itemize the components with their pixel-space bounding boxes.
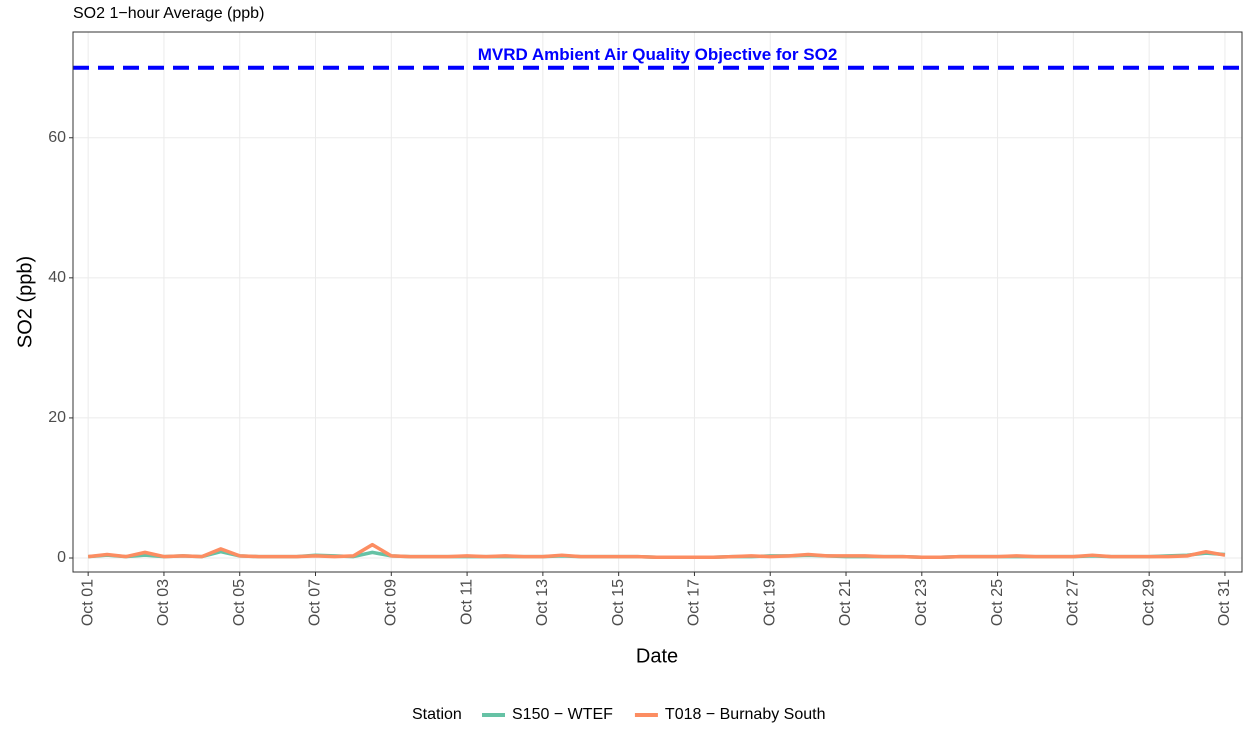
x-tick-label: Oct 29 — [1140, 579, 1157, 626]
plot-background — [73, 32, 1242, 572]
series-line — [87, 542, 1226, 560]
x-tick-label: Oct 09 — [383, 579, 400, 626]
x-tick-label: Oct 23 — [913, 579, 930, 626]
legend-label: T018 − Burnaby South — [665, 706, 826, 723]
y-axis-title: SO2 (ppb) — [14, 256, 36, 348]
x-tick-label: Oct 05 — [231, 579, 248, 626]
x-tick-label: Oct 25 — [989, 579, 1006, 626]
x-tick-label: Oct 07 — [307, 579, 324, 626]
y-tick-label: 40 — [48, 269, 66, 286]
x-axis-title: Date — [636, 645, 678, 667]
x-tick-label: Oct 17 — [686, 579, 703, 626]
x-tick-label: Oct 19 — [761, 579, 778, 626]
y-tick-label: 60 — [48, 129, 66, 146]
panel-border — [72, 31, 1243, 573]
legend-title: Station — [412, 706, 462, 723]
x-tick-label: Oct 15 — [610, 579, 627, 626]
chart-title: SO2 1−hour Average (ppb) — [73, 5, 264, 22]
x-tick-label: Oct 03 — [155, 579, 172, 626]
x-tick-label: Oct 01 — [79, 579, 96, 626]
legend-label: S150 − WTEF — [512, 706, 613, 723]
y-tick-label: 20 — [48, 409, 66, 426]
x-tick-label: Oct 31 — [1216, 579, 1233, 626]
y-tick-label: 0 — [57, 549, 66, 566]
x-tick-label: Oct 21 — [837, 579, 854, 626]
x-tick-label: Oct 27 — [1065, 579, 1082, 626]
x-tick-label: Oct 11 — [458, 579, 475, 625]
reference-label: MVRD Ambient Air Quality Objective for S… — [478, 45, 838, 64]
x-tick-label: Oct 13 — [534, 579, 551, 626]
